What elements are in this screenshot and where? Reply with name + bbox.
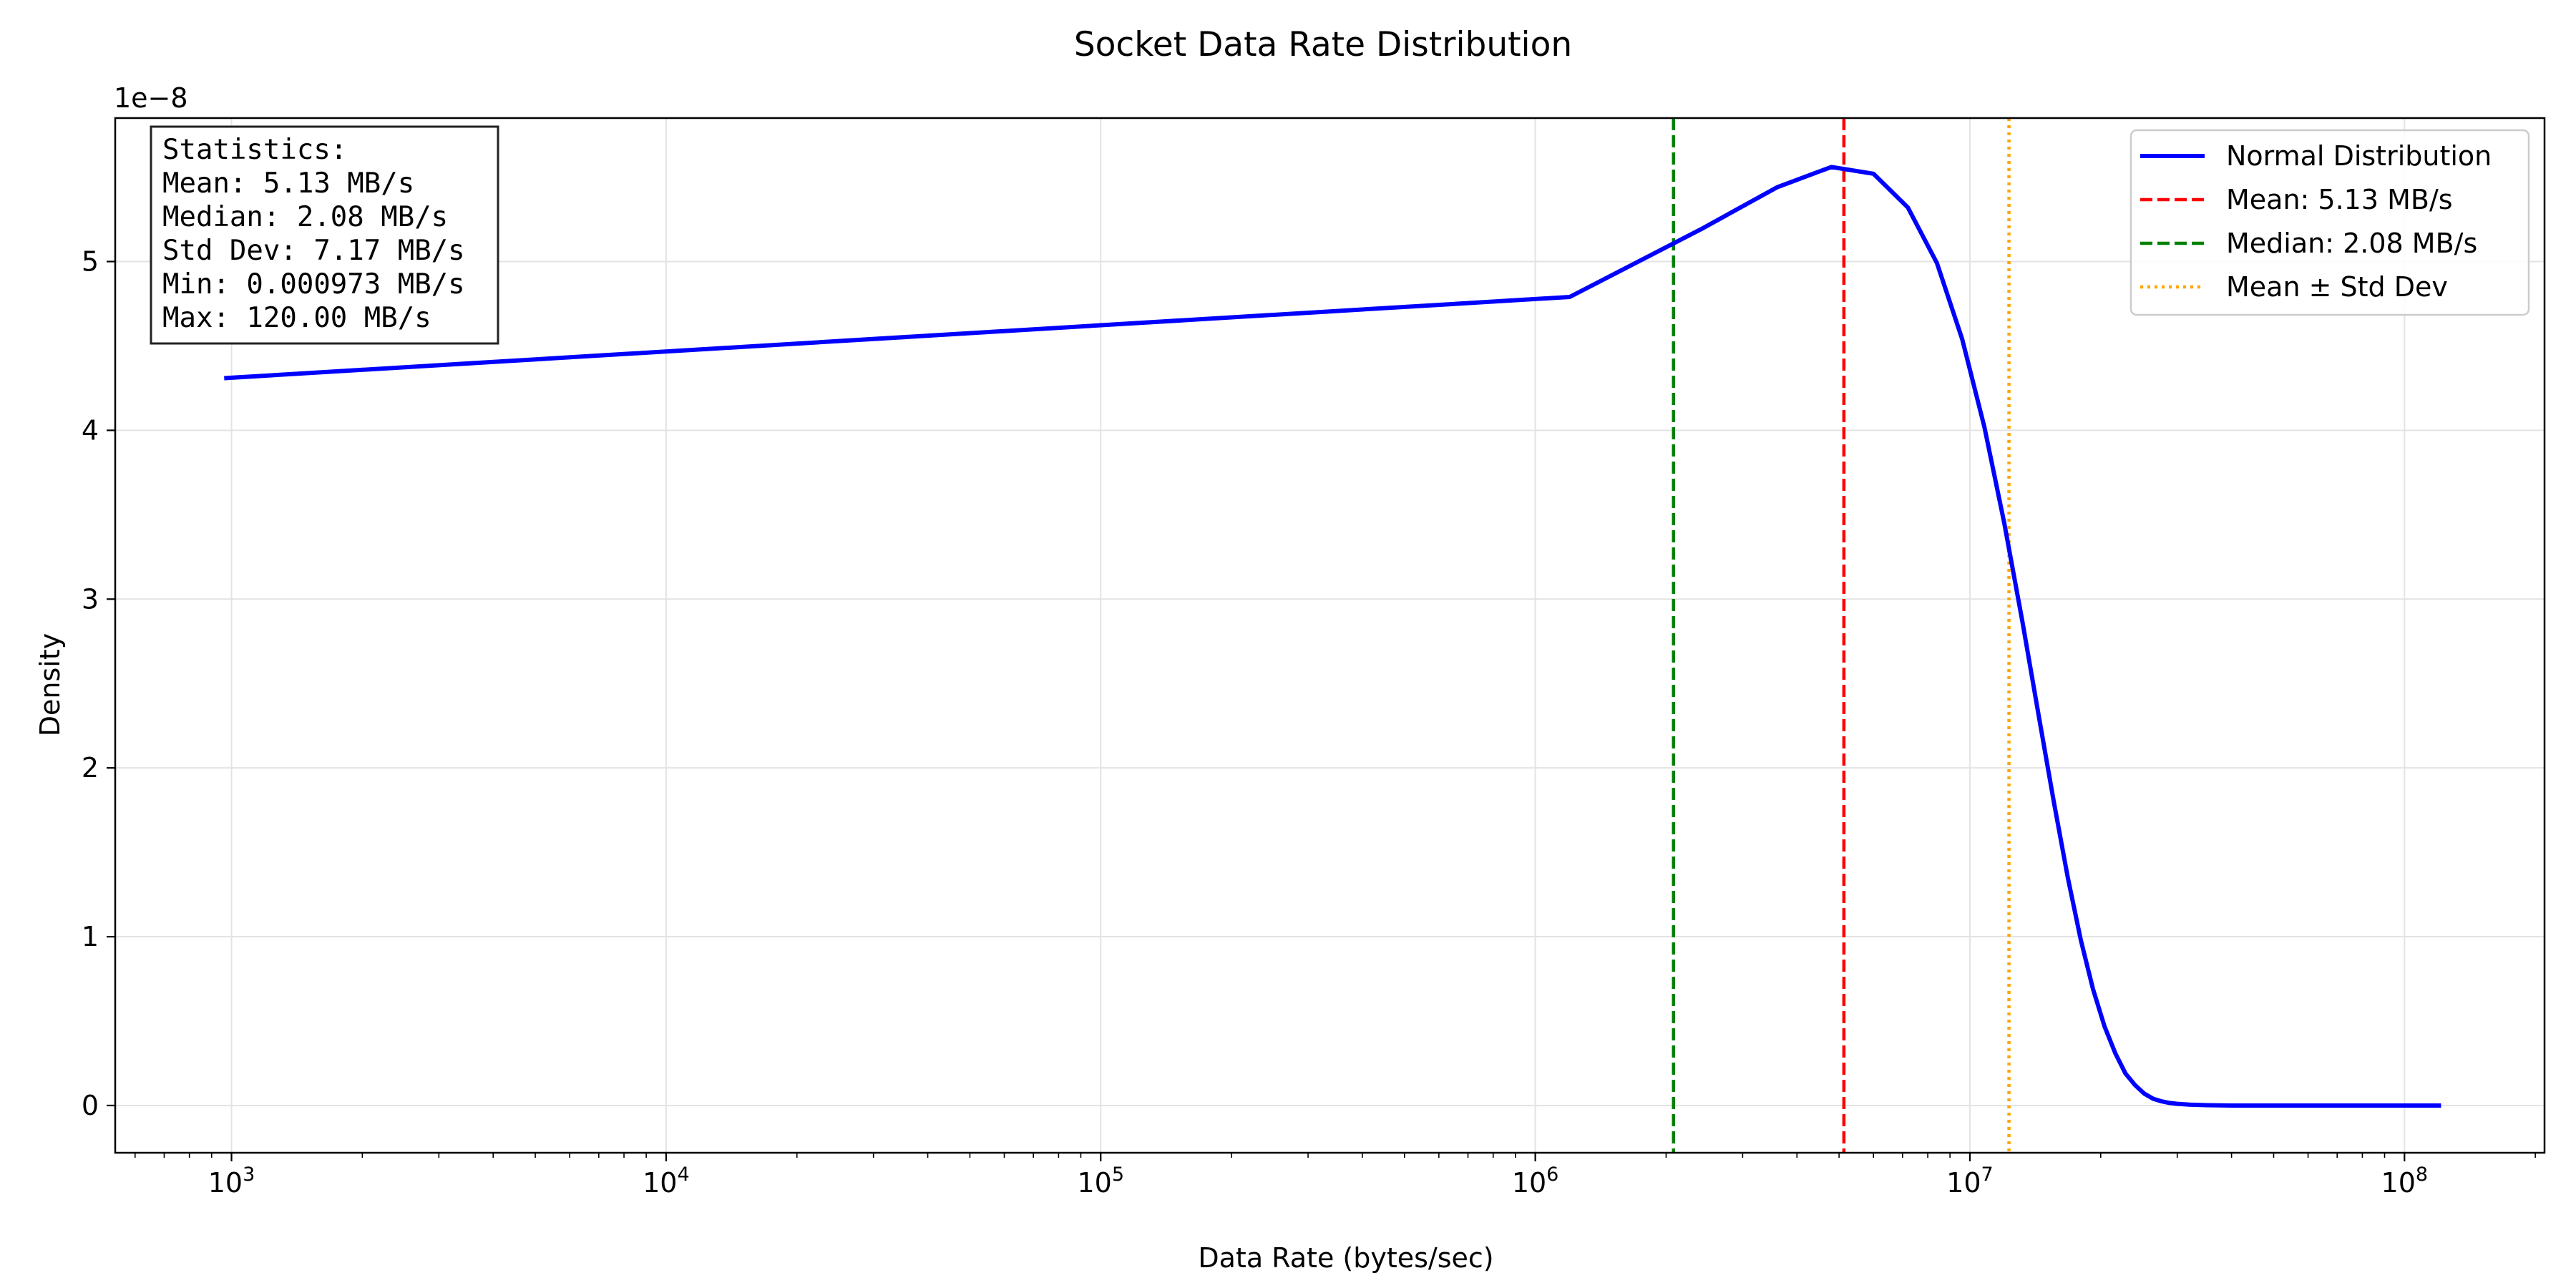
y-axis-label: Density: [34, 633, 66, 736]
legend-label: Mean ± Std Dev: [2226, 271, 2448, 303]
chart-title: Socket Data Rate Distribution: [1074, 25, 1572, 64]
y-tick-label: 4: [82, 414, 99, 446]
statistics-line: Std Dev: 7.17 MB/s: [162, 235, 465, 267]
statistics-line: Min: 0.000973 MB/s: [162, 268, 465, 301]
x-tick-label: 103: [208, 1163, 255, 1199]
legend-label: Median: 2.08 MB/s: [2226, 228, 2477, 259]
statistics-line: Statistics:: [162, 134, 347, 166]
legend: Normal Distribution Mean: 5.13 MB/s Median…: [2129, 129, 2530, 316]
x-tick-label: 107: [1946, 1163, 1994, 1199]
x-tick-label: 108: [2381, 1163, 2429, 1199]
series-lines: [224, 165, 2441, 1108]
legend-frame: [2129, 129, 2530, 316]
axis-ticks: 103 104 105 106 107 108 0 1 2 3 4 5: [82, 246, 2536, 1199]
legend-label: Mean: 5.13 MB/s: [2226, 184, 2453, 215]
reference-lines: [1672, 118, 2011, 1153]
statistics-line: Max: 120.00 MB/s: [162, 302, 431, 334]
y-tick-label: 2: [82, 752, 99, 784]
y-tick-label: 5: [82, 246, 99, 278]
legend-label: Normal Distribution: [2226, 140, 2492, 172]
y-axis-offset-label: 1e−8: [114, 82, 188, 114]
statistics-line: Mean: 5.13 MB/s: [162, 167, 414, 200]
plot-frame: [114, 117, 2546, 1154]
statistics-line: Median: 2.08 MB/s: [162, 201, 448, 233]
x-tick-label: 106: [1512, 1163, 1559, 1199]
series-line: [224, 165, 2441, 1108]
statistics-box-frame: [150, 125, 499, 345]
x-axis-label: Data Rate (bytes/sec): [1198, 1242, 1493, 1274]
y-tick-label: 3: [82, 583, 99, 615]
y-tick-label: 0: [82, 1090, 99, 1121]
x-tick-label: 104: [643, 1163, 690, 1199]
y-tick-label: 1: [82, 921, 99, 952]
x-tick-label: 105: [1077, 1163, 1124, 1199]
